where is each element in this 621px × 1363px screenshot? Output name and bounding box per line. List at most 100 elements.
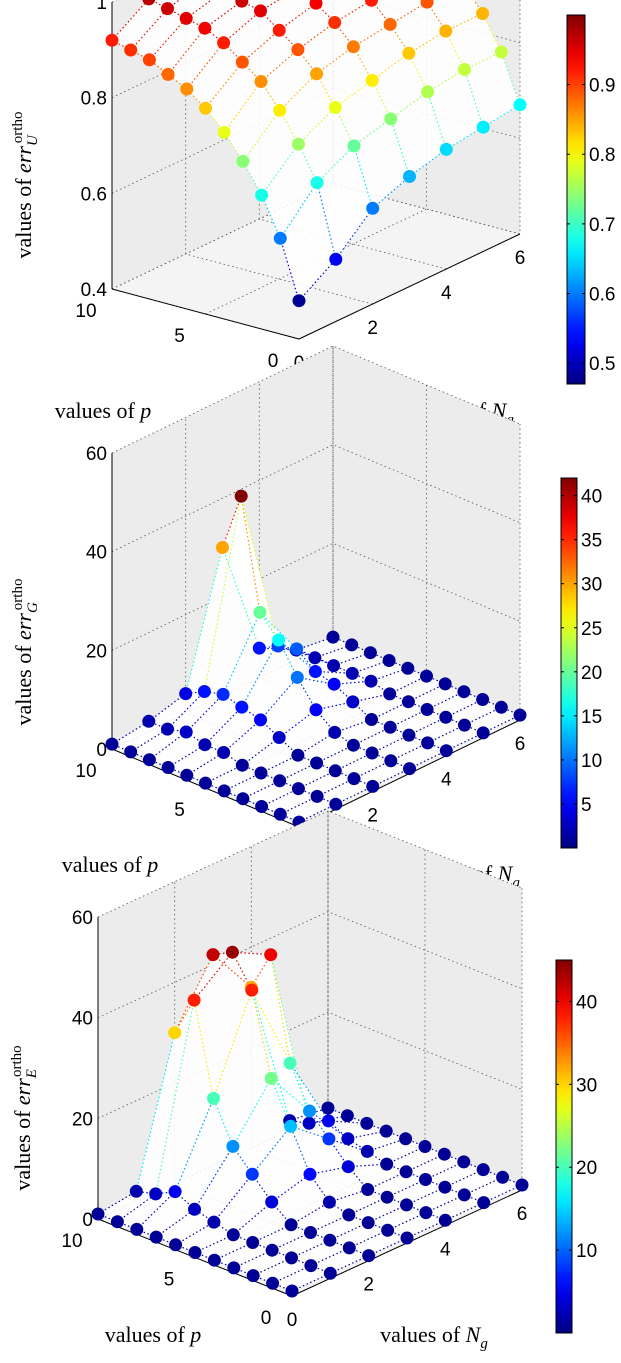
data-point <box>304 1226 317 1239</box>
data-point <box>419 1206 433 1220</box>
mesh-line <box>260 49 299 82</box>
data-point <box>236 154 250 168</box>
data-point <box>105 737 119 751</box>
mesh-line <box>291 1272 331 1292</box>
surface-patch <box>241 640 298 720</box>
mesh-line <box>231 951 253 991</box>
surface-patch <box>186 694 242 745</box>
mesh-line <box>194 1146 234 1210</box>
x-tick-label: 4 <box>441 770 452 791</box>
z-tick-label: 40 <box>72 1009 93 1030</box>
data-point <box>291 748 305 762</box>
data-point <box>110 1215 124 1229</box>
data-point <box>235 0 249 8</box>
data-point <box>421 85 435 99</box>
data-point <box>345 638 359 652</box>
z-tick-label: 0.4 <box>81 280 108 301</box>
data-point <box>142 714 156 728</box>
data-point <box>383 720 397 734</box>
data-point <box>129 1184 143 1198</box>
data-point <box>169 1238 183 1252</box>
surface-patch <box>354 760 410 787</box>
surface-patch <box>427 69 484 150</box>
x-axis-line <box>298 233 521 340</box>
surface-patch <box>444 1169 503 1195</box>
y-axis-label: values of p <box>105 1322 202 1347</box>
data-point <box>254 4 267 18</box>
surface-patch <box>149 732 205 768</box>
data-point <box>226 1139 240 1153</box>
surface-patch <box>408 717 465 743</box>
surface-patch <box>333 652 390 674</box>
z-tick-label: 0 <box>96 740 107 761</box>
surface-patch <box>205 765 261 791</box>
surface-patch <box>272 1232 330 1258</box>
surface-patch <box>367 1138 425 1165</box>
mesh-line <box>483 1184 523 1204</box>
data-point <box>283 1056 297 1070</box>
mesh-line <box>367 1204 407 1224</box>
data-point <box>365 746 379 760</box>
data-point <box>437 1147 451 1161</box>
data-point <box>254 75 268 88</box>
data-point <box>346 40 360 54</box>
colorbar-tick-label: 25 <box>581 619 602 640</box>
mesh-line <box>316 778 355 797</box>
colorbar-tick-label: 0.5 <box>589 354 615 375</box>
mesh-line <box>111 720 150 745</box>
surface-patch <box>279 3 335 50</box>
data-point <box>303 1167 317 1181</box>
data-point <box>252 641 266 655</box>
surface-patch <box>387 1179 445 1205</box>
mesh-line <box>372 176 410 209</box>
colorbar-tick-label: 35 <box>581 531 602 552</box>
surface-patch <box>371 0 428 25</box>
surface-patch <box>271 1174 330 1225</box>
mesh-line <box>330 1255 369 1274</box>
surface-patch <box>291 1202 349 1233</box>
data-point <box>179 11 193 25</box>
surface-patch <box>427 691 483 718</box>
mesh-line <box>389 675 427 695</box>
surface-patch <box>204 707 261 753</box>
surface-patch <box>298 770 354 797</box>
mesh-line <box>371 734 410 754</box>
mesh-line <box>232 1078 272 1147</box>
colorbar <box>555 959 573 1334</box>
y-axis-label: values of p <box>55 398 152 423</box>
data-point <box>308 651 322 665</box>
data-point <box>188 1202 201 1216</box>
data-point <box>226 1228 240 1242</box>
y-tick-label: 5 <box>174 326 185 347</box>
surface-patch <box>213 1174 272 1235</box>
mesh-line <box>290 1125 330 1140</box>
data-point <box>365 73 379 87</box>
surface-patch <box>186 0 242 29</box>
colorbar-tick-label: 20 <box>576 1158 597 1179</box>
y-tick-label: 10 <box>75 301 96 322</box>
surface-patch <box>280 796 336 823</box>
data-point <box>180 768 194 782</box>
surface-patch <box>213 990 272 1147</box>
mesh-line <box>241 639 280 708</box>
data-point <box>105 33 119 47</box>
data-point <box>254 713 267 727</box>
mesh-line <box>329 1222 369 1241</box>
data-point <box>401 661 415 675</box>
mesh-line <box>335 207 374 260</box>
z-tick-label: 0.6 <box>81 184 107 205</box>
mesh-line <box>223 772 262 792</box>
mesh-line <box>167 728 187 733</box>
data-point <box>322 1195 336 1209</box>
data-point <box>346 738 360 752</box>
data-point <box>328 725 342 739</box>
data-point <box>290 670 304 684</box>
data-point <box>457 1155 471 1169</box>
data-markers <box>105 489 527 829</box>
data-point <box>197 685 211 698</box>
surface-patch <box>290 1126 349 1175</box>
surface-patch <box>371 668 427 694</box>
surface-patch <box>329 1222 388 1248</box>
mesh-line <box>444 1169 484 1188</box>
data-point <box>91 1207 105 1221</box>
